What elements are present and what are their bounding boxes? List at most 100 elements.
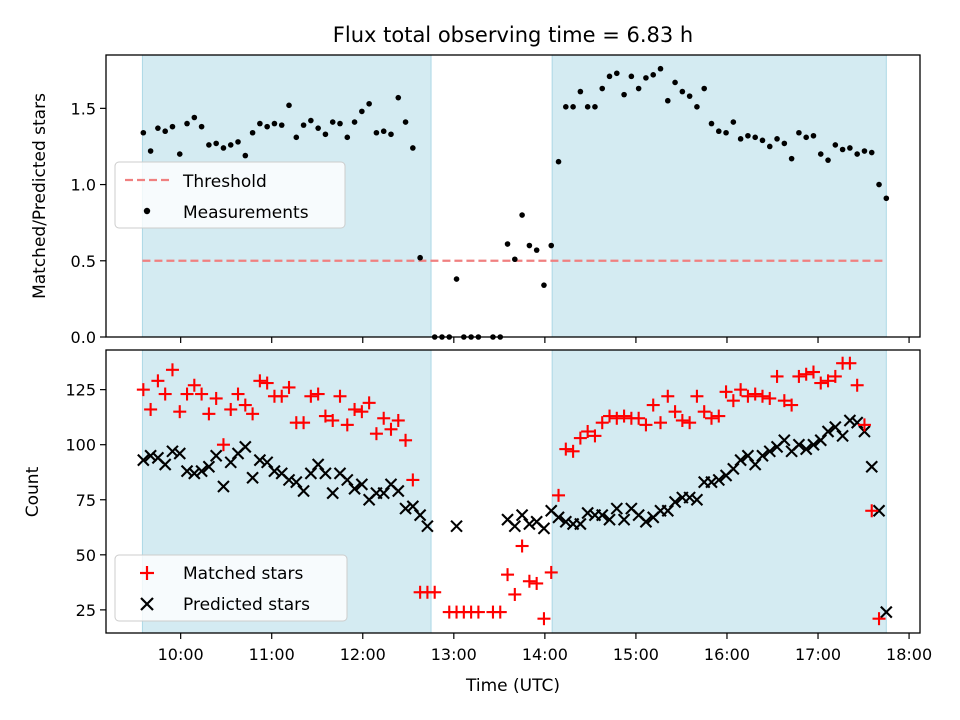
matched-star-marker [144, 402, 158, 416]
measurement-point [592, 104, 598, 110]
measurement-point [730, 119, 737, 125]
measurements-legend-label: Measurements [183, 203, 309, 223]
y-tick-label: 50 [76, 546, 96, 565]
measurement-point [155, 125, 161, 131]
predicted-star-marker [392, 484, 405, 498]
measurement-point [876, 181, 882, 188]
measurement-point [147, 148, 154, 154]
matched-star-marker [304, 389, 318, 403]
measurement-point [395, 94, 402, 101]
matched-star-marker [857, 418, 871, 432]
matched-star-marker [311, 387, 325, 401]
matched-star-marker [151, 374, 165, 388]
matched-star-marker [683, 416, 697, 430]
matched-star-marker [661, 389, 675, 403]
predicted-star-marker [668, 495, 682, 509]
matched-star-marker [231, 387, 245, 401]
predicted-star-marker [581, 506, 594, 520]
predicted-star-marker [763, 445, 777, 458]
matched-star-marker [246, 407, 260, 421]
predicted-star-marker [421, 519, 434, 533]
measurement-point [701, 85, 708, 92]
measurement-point [380, 128, 387, 135]
matched-star-marker [581, 424, 595, 438]
predicted-star-marker [311, 458, 325, 471]
matched-star-marker [865, 504, 879, 518]
measurement-point [672, 79, 678, 86]
measurement-point [184, 120, 190, 127]
matched-star-marker [428, 585, 442, 599]
measurement-point [606, 73, 613, 80]
matched-star-marker [712, 409, 726, 423]
predicted-star-marker [850, 416, 864, 429]
measurement-point [868, 149, 875, 156]
matched-star-marker [318, 409, 332, 423]
measurement-point [577, 88, 584, 95]
matched-star-marker [828, 369, 842, 383]
predicted-star-marker [734, 453, 747, 467]
matched-star-marker [697, 405, 711, 419]
matched-star-marker [165, 363, 179, 377]
predicted-star-marker [705, 475, 718, 489]
measurement-point [584, 104, 591, 110]
matched-stars-legend-label: Matched stars [183, 564, 303, 584]
matched-star-marker [843, 356, 857, 370]
matched-star-marker [770, 369, 784, 383]
matched-star-marker [792, 369, 806, 383]
measurements-legend-swatch [143, 207, 151, 215]
predicted-star-marker [690, 493, 704, 507]
matched-stars-points [136, 356, 886, 626]
predicted-star-marker [144, 449, 157, 462]
matched-star-marker [690, 389, 704, 403]
y-tick-label: 125 [65, 381, 96, 400]
predicted-star-marker [836, 429, 849, 443]
x-tick-label: 16:00 [704, 645, 750, 664]
matched-star-marker [610, 411, 624, 425]
matched-star-marker [675, 413, 689, 427]
predicted-star-marker [792, 438, 806, 451]
predicted-star-marker [727, 462, 740, 476]
matched-star-marker [471, 605, 485, 619]
matched-star-marker [377, 411, 391, 425]
top-y-axis-label: Matched/Predicted stars [30, 93, 50, 299]
matched-star-marker [326, 413, 340, 427]
predicted-star-marker [326, 486, 339, 500]
predicted-stars-legend-swatch [140, 597, 154, 611]
x-tick-label: 11:00 [249, 645, 295, 664]
matched-star-marker [355, 405, 369, 419]
predicted-star-marker [260, 456, 274, 469]
predicted-stars-points [137, 414, 893, 619]
top-plot-frame [105, 54, 921, 338]
measurement-point [715, 128, 722, 135]
predicted-star-marker [748, 458, 762, 471]
matched-star-marker [741, 389, 755, 403]
measurement-point [563, 104, 569, 110]
predicted-star-marker [399, 502, 412, 515]
matched-star-marker [333, 389, 347, 403]
x-tick-label: 15:00 [613, 645, 659, 664]
measurement-point [206, 142, 212, 148]
y-tick-label: 1.0 [71, 176, 96, 195]
top-legend: Threshold Measurements [114, 161, 346, 229]
measurement-point [635, 85, 642, 92]
predicted-star-marker [406, 500, 420, 513]
x-tick-label: 18:00 [886, 645, 932, 664]
predicted-star-marker [173, 447, 186, 460]
measurement-point [512, 256, 518, 263]
bottom-y-axis-label: Count [23, 466, 43, 517]
matched-star-marker [748, 387, 762, 401]
measurement-point [293, 134, 300, 141]
bottom-x-ticks: 10:00 11:00 12:00 13:00 14:00 15:00 16:00 17:00… [158, 633, 932, 664]
measurement-point [759, 137, 766, 144]
predicted-star-marker [778, 434, 791, 447]
predicted-star-marker [450, 519, 463, 533]
x-axis-label: Time (UTC) [465, 676, 560, 696]
measurement-point [854, 151, 860, 157]
predicted-star-marker [858, 425, 871, 438]
matched-star-marker [158, 387, 172, 401]
measurement-point [679, 88, 686, 95]
matched-star-marker [799, 367, 813, 381]
predicted-star-marker [821, 425, 835, 438]
matched-star-marker [785, 398, 799, 412]
predicted-star-marker [515, 508, 529, 522]
